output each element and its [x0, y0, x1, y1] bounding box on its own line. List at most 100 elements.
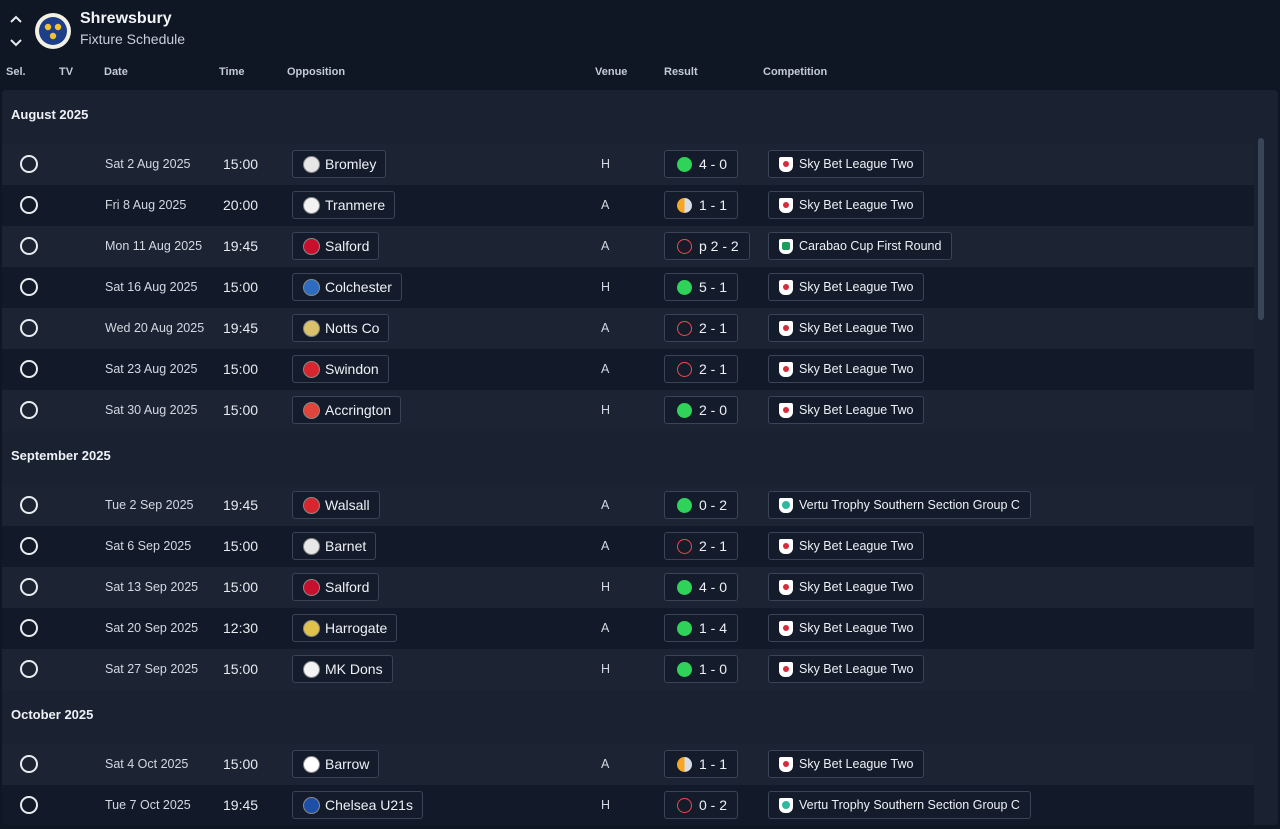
opposition-name: Tranmere: [325, 197, 386, 213]
select-radio[interactable]: [20, 401, 38, 419]
col-header-opposition[interactable]: Opposition: [287, 66, 346, 78]
result-button[interactable]: 1 - 1: [664, 191, 739, 219]
select-radio[interactable]: [20, 496, 38, 514]
competition-button[interactable]: Vertu Trophy Southern Section Group C: [768, 491, 1031, 519]
fixture-row[interactable]: Sat 13 Sep 2025 15:00 Salford H 4 - 0 Sky Bet…: [2, 567, 1254, 608]
result-button[interactable]: 2 - 1: [664, 355, 739, 383]
result-button[interactable]: 0 - 2: [664, 491, 739, 519]
opposition-button[interactable]: Colchester: [292, 273, 402, 301]
competition-button[interactable]: Sky Bet League Two: [768, 573, 925, 601]
competition-button[interactable]: Sky Bet League Two: [768, 314, 925, 342]
col-header-competition[interactable]: Competition: [763, 66, 828, 78]
competition-button[interactable]: Carabao Cup First Round: [768, 232, 953, 260]
select-radio[interactable]: [20, 196, 38, 214]
competition-league-icon: [779, 621, 793, 636]
opposition-button[interactable]: Salford: [292, 232, 380, 260]
fixture-row[interactable]: Sat 6 Sep 2025 15:00 Barnet A 2 - 1 Sky Bet L…: [2, 526, 1254, 567]
competition-button[interactable]: Sky Bet League Two: [768, 655, 925, 683]
result-button[interactable]: p 2 - 2: [664, 232, 750, 260]
opposition-button[interactable]: Salford: [292, 573, 380, 601]
col-header-date[interactable]: Date: [104, 66, 128, 78]
fixture-row[interactable]: Sat 2 Aug 2025 15:00 Bromley H 4 - 0 Sky Bet …: [2, 144, 1254, 185]
nav-arrows: [8, 10, 24, 50]
chevron-down-icon[interactable]: [8, 34, 24, 50]
opposition-button[interactable]: Tranmere: [292, 191, 396, 219]
team-badge-icon: [303, 497, 320, 514]
competition-button[interactable]: Sky Bet League Two: [768, 273, 925, 301]
competition-button[interactable]: Sky Bet League Two: [768, 150, 925, 178]
opposition-button[interactable]: Bromley: [292, 150, 387, 178]
col-header-tv[interactable]: TV: [59, 66, 74, 78]
opposition-button[interactable]: Chelsea U21s: [292, 791, 423, 819]
col-header-time[interactable]: Time: [219, 66, 245, 78]
result-score: 1 - 4: [699, 620, 728, 636]
result-button[interactable]: 1 - 1: [664, 750, 739, 778]
competition-button[interactable]: Sky Bet League Two: [768, 750, 925, 778]
select-radio[interactable]: [20, 278, 38, 296]
opposition-name: Notts Co: [325, 320, 380, 336]
result-button[interactable]: 1 - 0: [664, 655, 739, 683]
competition-button[interactable]: Sky Bet League Two: [768, 396, 925, 424]
fixture-row[interactable]: Wed 20 Aug 2025 19:45 Notts Co A 2 - 1 Sky Be…: [2, 308, 1254, 349]
fixture-date: Sat 4 Oct 2025: [105, 757, 189, 771]
opposition-button[interactable]: Notts Co: [292, 314, 390, 342]
opposition-name: Walsall: [325, 497, 370, 513]
select-radio[interactable]: [20, 619, 38, 637]
select-radio[interactable]: [20, 360, 38, 378]
opposition-button[interactable]: Walsall: [292, 491, 380, 519]
col-header-venue[interactable]: Venue: [595, 66, 628, 78]
result-button[interactable]: 2 - 0: [664, 396, 739, 424]
club-crest-icon[interactable]: [34, 12, 72, 50]
result-button[interactable]: 4 - 0: [664, 150, 739, 178]
competition-button[interactable]: Vertu Trophy Southern Section Group C: [768, 791, 1031, 819]
fixture-date: Mon 11 Aug 2025: [105, 239, 203, 253]
opposition-button[interactable]: Barrow: [292, 750, 380, 778]
result-button[interactable]: 5 - 1: [664, 273, 739, 301]
competition-button[interactable]: Sky Bet League Two: [768, 614, 925, 642]
fixture-row[interactable]: Tue 7 Oct 2025 19:45 Chelsea U21s H 0 - 2 Ver…: [2, 785, 1254, 825]
result-button[interactable]: 1 - 4: [664, 614, 739, 642]
result-button[interactable]: 2 - 1: [664, 532, 739, 560]
competition-button[interactable]: Sky Bet League Two: [768, 191, 925, 219]
opposition-button[interactable]: Harrogate: [292, 614, 398, 642]
scrollbar-thumb[interactable]: [1258, 138, 1264, 320]
opposition-name: Salford: [325, 238, 370, 254]
result-score: 5 - 1: [699, 279, 728, 295]
fixture-row[interactable]: Sat 16 Aug 2025 15:00 Colchester H 5 - 1 Sky …: [2, 267, 1254, 308]
competition-name: Vertu Trophy Southern Section Group C: [799, 498, 1020, 512]
result-score: 1 - 1: [699, 756, 728, 772]
competition-button[interactable]: Sky Bet League Two: [768, 355, 925, 383]
fixture-row[interactable]: Tue 2 Sep 2025 19:45 Walsall A 0 - 2 Vertu Tr…: [2, 485, 1254, 526]
opposition-button[interactable]: Barnet: [292, 532, 377, 560]
chevron-up-icon[interactable]: [8, 12, 24, 28]
select-radio[interactable]: [20, 537, 38, 555]
select-radio[interactable]: [20, 319, 38, 337]
result-button[interactable]: 2 - 1: [664, 314, 739, 342]
opposition-button[interactable]: Swindon: [292, 355, 389, 383]
result-win-icon: [677, 157, 692, 172]
fixture-row[interactable]: Sat 30 Aug 2025 15:00 Accrington H 2 - 0 Sky …: [2, 390, 1254, 431]
competition-button[interactable]: Sky Bet League Two: [768, 532, 925, 560]
select-radio[interactable]: [20, 155, 38, 173]
select-radio[interactable]: [20, 755, 38, 773]
opposition-button[interactable]: Accrington: [292, 396, 402, 424]
fixture-date: Fri 8 Aug 2025: [105, 198, 187, 212]
fixture-venue: A: [601, 498, 610, 512]
fixture-row[interactable]: Sat 4 Oct 2025 15:00 Barrow A 1 - 1 Sky Bet L…: [2, 744, 1254, 785]
select-radio[interactable]: [20, 578, 38, 596]
fixture-row[interactable]: Sat 23 Aug 2025 15:00 Swindon A 2 - 1 Sky Bet…: [2, 349, 1254, 390]
select-radio[interactable]: [20, 237, 38, 255]
select-radio[interactable]: [20, 796, 38, 814]
result-button[interactable]: 0 - 2: [664, 791, 739, 819]
col-header-result[interactable]: Result: [664, 66, 698, 78]
col-header-sel[interactable]: Sel.: [6, 66, 26, 78]
opposition-button[interactable]: MK Dons: [292, 655, 393, 683]
select-radio[interactable]: [20, 660, 38, 678]
fixture-row[interactable]: Fri 8 Aug 2025 20:00 Tranmere A 1 - 1 Sky Bet…: [2, 185, 1254, 226]
fixture-row[interactable]: Sat 20 Sep 2025 12:30 Harrogate A 1 - 4 Sky B…: [2, 608, 1254, 649]
fixture-row[interactable]: Sat 27 Sep 2025 15:00 MK Dons H 1 - 0 Sky Bet…: [2, 649, 1254, 690]
club-name[interactable]: Shrewsbury: [80, 10, 172, 27]
result-score: 2 - 0: [699, 402, 728, 418]
result-button[interactable]: 4 - 0: [664, 573, 739, 601]
